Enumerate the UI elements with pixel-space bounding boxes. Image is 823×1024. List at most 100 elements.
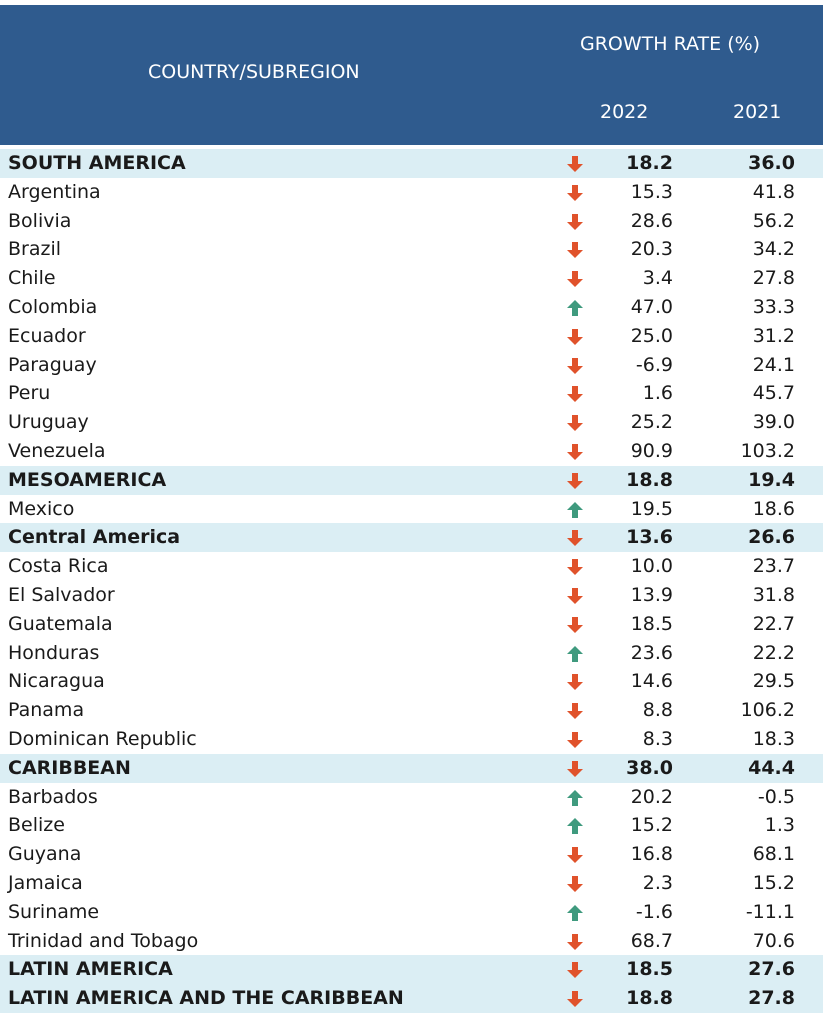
table-row: LATIN AMERICA 18.5 27.6 (0, 955, 823, 985)
row-value: 18.3 (752, 728, 795, 750)
row-value: 18.8 (626, 987, 673, 1010)
trend-arrow (567, 818, 583, 835)
row-value: -1.6 (635, 900, 673, 923)
row-value: 3.4 (642, 267, 673, 290)
arrow-shape (567, 847, 583, 864)
header-year: 2021 (733, 101, 782, 123)
row-value: 15.2 (630, 814, 673, 837)
table-row: Colombia 47.0 33.3 (0, 293, 823, 322)
arrow-shape (567, 991, 583, 1008)
arrow-shape (567, 213, 583, 230)
row-name: Honduras (8, 641, 100, 664)
row-value: 68.1 (752, 843, 795, 866)
row-name: Guyana (8, 843, 82, 866)
arrow-shape (567, 789, 583, 806)
table-row: Costa Rica 10.0 23.7 (0, 552, 823, 581)
table-header: COUNTRY/SUBREGION GROWTH RATE (%) 2022 2… (0, 5, 823, 145)
row-value: 28.6 (630, 209, 673, 232)
row-value: 24.1 (752, 353, 795, 376)
row-value: 18.5 (630, 612, 673, 635)
trend-arrow (567, 501, 583, 518)
row-value: 18.8 (626, 468, 673, 491)
row-name: Jamaica (8, 872, 83, 894)
row-value: 34.2 (752, 238, 795, 261)
row-value: 14.6 (630, 670, 673, 693)
row-name: Panama (8, 699, 85, 722)
arrow-shape (567, 328, 583, 345)
row-value: 38.0 (626, 756, 673, 779)
table-row: Peru 1.6 45.7 (0, 379, 823, 408)
trend-arrow (567, 876, 583, 892)
row-value: 27.8 (748, 987, 795, 1010)
table-row: Panama 8.8 106.2 (0, 696, 823, 725)
table-row: SOUTH AMERICA 18.2 36.0 (0, 149, 823, 178)
trend-arrow (567, 760, 583, 777)
trend-arrow (567, 444, 583, 460)
row-name: Nicaragua (8, 670, 105, 693)
trend-arrow (567, 847, 583, 864)
arrow-shape (567, 962, 583, 979)
row-value: 31.8 (752, 584, 795, 606)
arrow-shape (567, 760, 583, 777)
row-name: LATIN AMERICA (8, 958, 173, 981)
trend-arrow (567, 300, 583, 316)
row-name: Central America (8, 526, 181, 549)
row-value: 36.0 (748, 152, 795, 174)
arrow-shape (567, 588, 583, 604)
row-value: 22.2 (752, 641, 795, 664)
arrow-shape (567, 530, 583, 547)
arrow-shape (567, 357, 583, 374)
arrow-shape (567, 156, 583, 172)
row-name: Colombia (8, 296, 98, 318)
row-value: 33.3 (752, 296, 795, 318)
row-value: 103.2 (740, 440, 795, 462)
table-row: Venezuela 90.9 103.2 (0, 437, 823, 466)
row-value: 29.5 (752, 670, 795, 693)
table-row: LATIN AMERICA AND THE CARIBBEAN 18.8 27.8 (0, 984, 823, 1013)
table-row: Central America 13.6 26.6 (0, 523, 823, 553)
header-group: GROWTH RATE (%) (580, 33, 761, 55)
row-value: 20.3 (630, 238, 673, 261)
row-value: 23.6 (630, 641, 673, 664)
row-value: 8.8 (642, 699, 673, 722)
table-row: MESOAMERICA 18.8 19.4 (0, 465, 823, 495)
arrow-shape (567, 184, 583, 201)
row-value: 27.8 (752, 267, 795, 290)
trend-arrow (567, 213, 583, 230)
row-name: Peru (8, 382, 51, 405)
row-value: -0.5 (757, 785, 795, 808)
arrow-shape (567, 645, 583, 662)
trend-arrow (567, 242, 583, 259)
trend-arrow (567, 328, 583, 345)
table-row: Argentina 15.3 41.8 (0, 178, 823, 207)
trend-arrow (567, 472, 583, 489)
row-value: 10.0 (630, 555, 673, 578)
row-name: Trinidad and Tobago (8, 929, 199, 952)
table-row: Barbados 20.2 -0.5 (0, 783, 823, 812)
row-name: Mexico (8, 497, 75, 520)
row-value: 68.7 (630, 929, 673, 952)
table-row: Ecuador 25.0 31.2 (0, 322, 823, 351)
arrow-shape (567, 732, 583, 748)
arrow-shape (567, 904, 583, 921)
trend-arrow (567, 703, 583, 720)
row-value: 56.2 (752, 209, 795, 232)
row-value: 19.4 (748, 468, 795, 491)
row-name: Venezuela (8, 440, 106, 462)
trend-arrow (567, 415, 583, 432)
arrow-shape (567, 818, 583, 835)
table-row: Dominican Republic 8.3 18.3 (0, 725, 823, 754)
row-name: Dominican Republic (8, 728, 197, 750)
arrow-shape (567, 674, 583, 691)
row-value: 19.5 (630, 497, 673, 520)
table-row: Brazil 20.3 34.2 (0, 235, 823, 264)
row-value: 31.2 (752, 324, 795, 347)
trend-arrow (567, 645, 583, 662)
table-row: Jamaica 2.3 15.2 (0, 869, 823, 898)
trend-arrow (567, 559, 583, 576)
row-name: MESOAMERICA (8, 468, 167, 491)
trend-arrow (567, 357, 583, 374)
trend-arrow (567, 184, 583, 201)
row-name: CARIBBEAN (8, 756, 131, 779)
row-value: 8.3 (642, 728, 673, 750)
